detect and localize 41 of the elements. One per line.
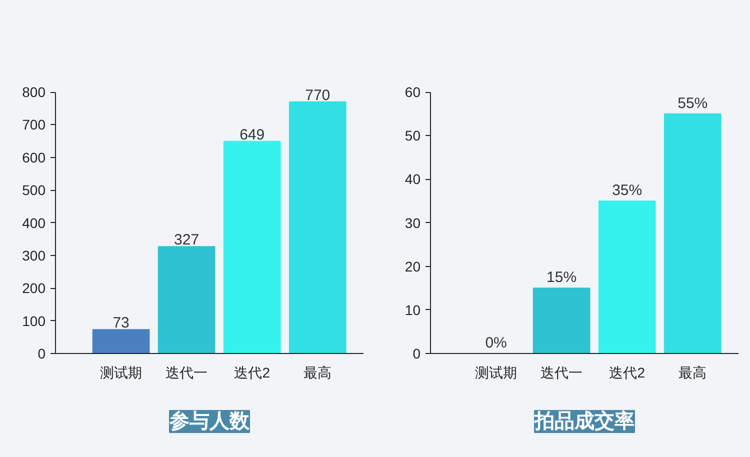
y-tick-label: 800 — [22, 84, 46, 100]
y-tick-label: 20 — [404, 258, 421, 274]
bar — [288, 101, 346, 354]
text: 参与人数 — [168, 410, 250, 432]
x-tick-label: 迭代2 — [234, 364, 270, 380]
bar — [598, 200, 656, 354]
data-label: 55% — [678, 94, 708, 112]
y-tick-label: 0 — [412, 346, 421, 362]
y-tick-label: 100 — [22, 312, 46, 329]
y-tick-label: 40 — [404, 171, 421, 188]
x-tick-label: 测试期 — [100, 364, 142, 380]
bar — [92, 329, 150, 354]
y-tick-label: 0 — [38, 346, 46, 362]
y-tick-label: 400 — [22, 214, 46, 231]
y-tick-label: 700 — [22, 116, 46, 133]
x-tick-label: 迭代一 — [166, 364, 208, 380]
x-tick-label: 迭代一 — [540, 364, 583, 380]
x-tick-label: 最高 — [678, 364, 707, 380]
y-tick-label: 10 — [404, 302, 421, 318]
data-label: 649 — [240, 126, 265, 144]
data-label: 327 — [174, 232, 200, 249]
data-label: 0% — [485, 334, 507, 352]
data-label: 35% — [612, 182, 642, 199]
y-tick-label: 300 — [22, 247, 46, 264]
bar — [664, 113, 722, 354]
y-tick-label: 200 — [22, 280, 46, 296]
bar — [158, 246, 216, 354]
data-label: 73 — [112, 314, 130, 332]
data-label: 770 — [305, 86, 330, 104]
y-tick-label: 60 — [404, 84, 421, 100]
y-tick-label: 30 — [404, 214, 421, 231]
y-tick-label: 600 — [22, 149, 46, 166]
data-label: 15% — [546, 269, 577, 286]
y-tick-label: 500 — [22, 182, 46, 198]
x-tick-label: 最高 — [304, 364, 332, 380]
bar — [532, 288, 590, 354]
text: 拍品成交率 — [534, 410, 634, 432]
bar — [223, 140, 281, 354]
y-tick-label: 50 — [404, 128, 421, 144]
x-tick-label: 测试期 — [475, 364, 518, 380]
x-tick-label: 迭代2 — [609, 364, 646, 380]
